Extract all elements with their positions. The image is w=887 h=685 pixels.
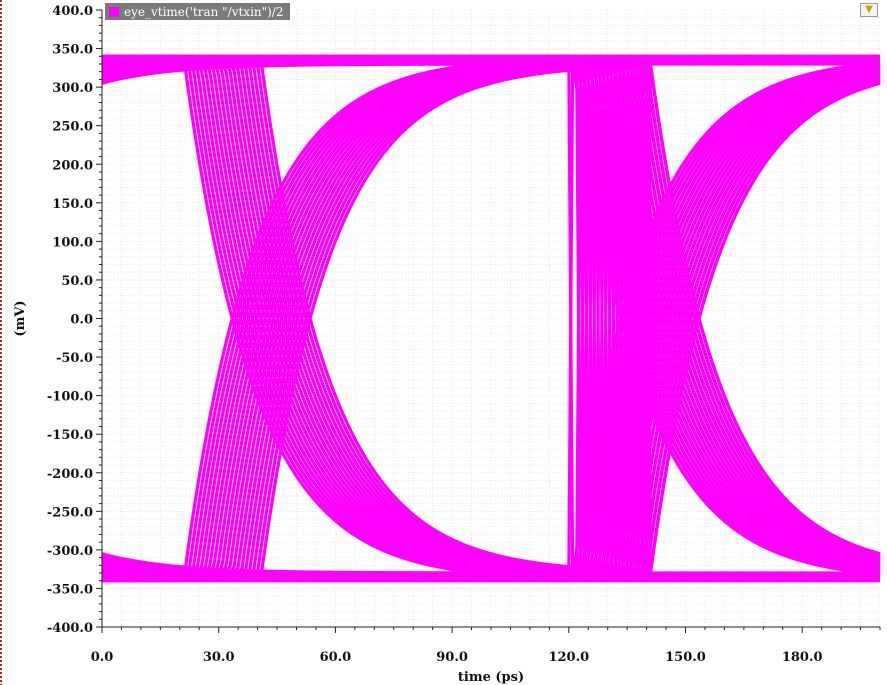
x-axis-title: time (ps) bbox=[458, 670, 524, 685]
y-tick-label: -200.0 bbox=[47, 467, 93, 482]
y-tick-label: -100.0 bbox=[47, 390, 93, 405]
y-tick-label: 300.0 bbox=[52, 81, 93, 96]
y-tick-label: 200.0 bbox=[52, 158, 93, 173]
x-tick-label: 0.0 bbox=[91, 650, 114, 665]
y-tick-label: -400.0 bbox=[47, 621, 93, 636]
plot-axes bbox=[96, 9, 881, 633]
legend-label: eye_vtime('tran "/vtxin")/2 bbox=[124, 4, 284, 19]
y-tick-label: 250.0 bbox=[52, 120, 93, 135]
y-tick-label: -250.0 bbox=[47, 505, 93, 520]
x-tick-label: 30.0 bbox=[203, 650, 235, 665]
window-border bbox=[0, 0, 6, 685]
y-tick-label: 50.0 bbox=[61, 274, 93, 289]
x-axis-ticks: 0.0 30.0 60.0 90.0 120.0 150.0 180.0 bbox=[91, 650, 823, 665]
filter-icon[interactable]: ▼ bbox=[860, 3, 878, 17]
y-axis-ticks: 400.0 350.0 300.0 250.0 200.0 150.0 100.0 50.0 0… bbox=[47, 4, 93, 636]
legend-swatch-icon bbox=[109, 6, 119, 17]
y-tick-label: -300.0 bbox=[47, 544, 93, 559]
y-tick-label: -150.0 bbox=[47, 428, 93, 443]
y-tick-label: 100.0 bbox=[52, 235, 93, 250]
x-tick-label: 180.0 bbox=[782, 650, 823, 665]
y-tick-label: -350.0 bbox=[47, 582, 93, 597]
x-tick-label: 150.0 bbox=[665, 650, 706, 665]
y-axis-title: (mV) bbox=[13, 300, 28, 336]
x-tick-label: 90.0 bbox=[436, 650, 468, 665]
y-tick-label: 0.0 bbox=[70, 313, 93, 328]
y-tick-label: -50.0 bbox=[56, 351, 93, 366]
eye-waveform-series bbox=[101, 54, 881, 583]
legend-entry[interactable]: eye_vtime('tran "/vtxin")/2 bbox=[105, 3, 290, 20]
y-tick-label: 400.0 bbox=[52, 4, 93, 19]
y-tick-label: 350.0 bbox=[52, 43, 93, 58]
x-tick-label: 60.0 bbox=[320, 650, 352, 665]
y-tick-label: 150.0 bbox=[52, 197, 93, 212]
x-tick-label: 120.0 bbox=[548, 650, 589, 665]
